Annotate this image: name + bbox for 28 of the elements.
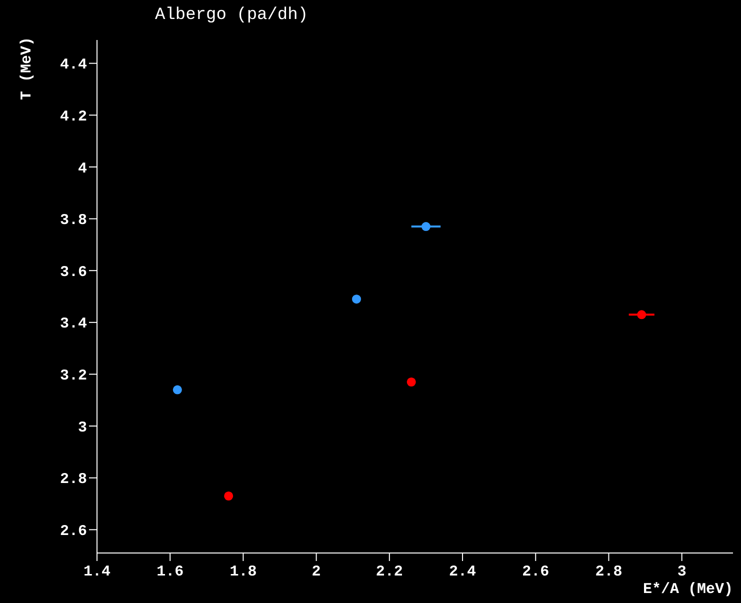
y-tick-label: 3.2	[60, 368, 87, 385]
y-axis-title: T (MeV)	[18, 36, 36, 100]
x-tick-label: 1.8	[230, 564, 257, 581]
x-tick-label: 2.8	[595, 564, 622, 581]
point	[352, 294, 362, 304]
y-tick-label: 3.8	[60, 212, 87, 230]
x-tick-label: 1.4	[83, 564, 111, 581]
point	[172, 385, 182, 394]
y-tick-label: 3.4	[60, 316, 87, 333]
point	[224, 491, 234, 501]
point	[637, 310, 646, 320]
y-tick-label: 4	[78, 160, 87, 178]
point	[406, 377, 416, 387]
chart-title: Albergo (pa/dh)	[155, 6, 308, 25]
y-tick-label: 3	[78, 419, 87, 436]
y-tick-label: 2.6	[60, 523, 87, 540]
x-tick-label: 2.2	[376, 564, 403, 581]
x-tick-label: 1.6	[156, 564, 184, 581]
x-tick-label: 2	[312, 564, 321, 581]
y-tick-label: 4.2	[60, 108, 87, 126]
x-tick-label: 2.4	[449, 564, 476, 581]
y-tick-label: 2.8	[60, 471, 87, 488]
point	[421, 222, 430, 232]
x-axis-title: E*/A (MeV)	[642, 581, 733, 598]
x-tick-label: 3	[677, 564, 686, 581]
y-tick-label: 3.6	[60, 264, 87, 281]
y-tick-label: 4.4	[60, 56, 87, 74]
x-tick-label: 2.6	[522, 564, 550, 581]
